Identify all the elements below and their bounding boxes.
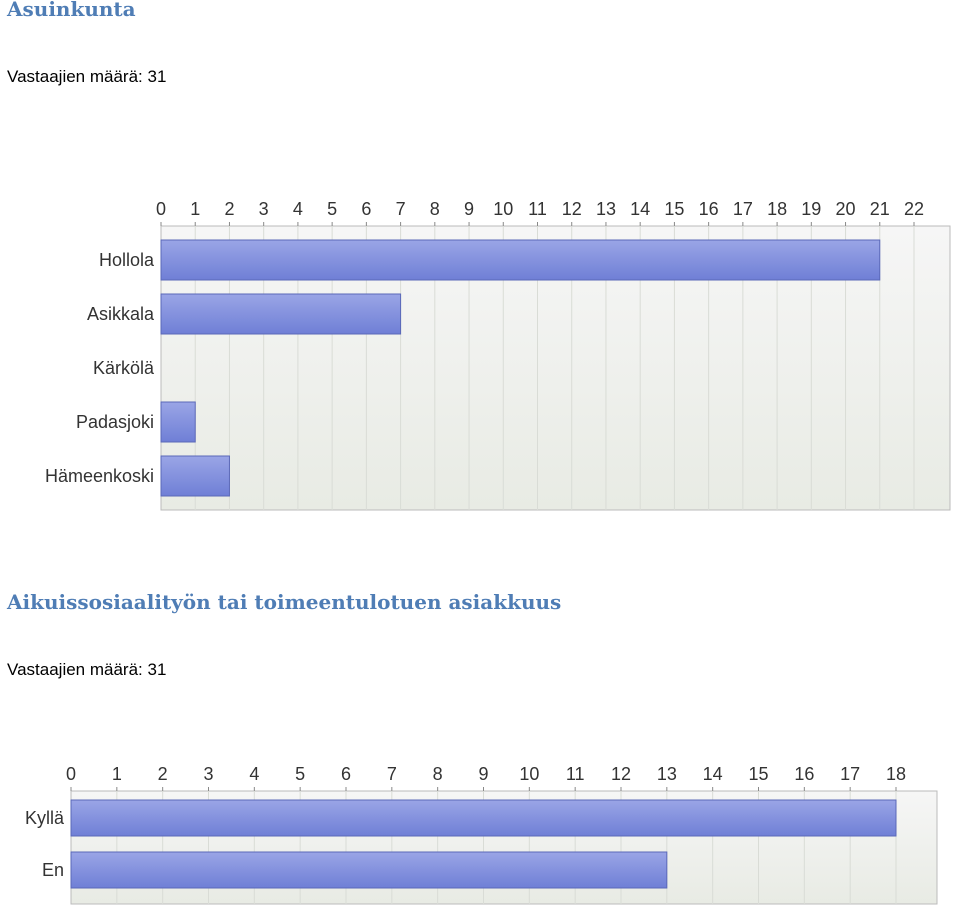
bar [160, 455, 230, 497]
tick-label: 6 [341, 764, 351, 784]
tick-label: 10 [519, 764, 539, 784]
tick-label: 13 [657, 764, 677, 784]
respondent-count-value: 31 [147, 67, 167, 86]
tick-label: 21 [870, 199, 890, 219]
tick-label: 12 [562, 199, 582, 219]
bar [160, 401, 196, 443]
tick-label: 7 [387, 764, 397, 784]
bar [160, 293, 402, 335]
tick-label: 19 [801, 199, 821, 219]
tick-label: 5 [295, 764, 305, 784]
tick-label: 16 [699, 199, 719, 219]
category-label: Asikkala [87, 304, 155, 324]
tick-label: 0 [66, 764, 76, 784]
tick-label: 0 [156, 199, 166, 219]
bar [70, 799, 897, 837]
tick-label: 14 [703, 764, 723, 784]
tick-label: 13 [596, 199, 616, 219]
tick-label: 3 [203, 764, 213, 784]
tick-label: 15 [748, 764, 768, 784]
bar [160, 239, 881, 281]
tick-label: 7 [396, 199, 406, 219]
tick-label: 8 [430, 199, 440, 219]
tick-label: 20 [836, 199, 856, 219]
category-label: Padasjoki [76, 412, 154, 432]
tick-label: 15 [664, 199, 684, 219]
tick-label: 2 [158, 764, 168, 784]
section-title-asiakkuus: Aikuissosiaalityön tai toimeentulotuen a… [7, 590, 562, 614]
respondent-count-label: Vastaajien määrä: [7, 660, 143, 679]
tick-label: 14 [630, 199, 650, 219]
tick-label: 2 [224, 199, 234, 219]
tick-label: 17 [733, 199, 753, 219]
category-label: Kyllä [25, 808, 65, 828]
tick-label: 11 [528, 199, 547, 219]
tick-label: 22 [904, 199, 924, 219]
chart-asuinkunta: 0 1 2 3 4 5 6 7 8 9 10 11 12 13 14 15 16 17 18 19 20 21 22Holl… [45, 199, 951, 511]
tick-label: 1 [112, 764, 122, 784]
section-title-asuinkunta: Asuinkunta [7, 0, 136, 21]
tick-label: 11 [566, 764, 585, 784]
tick-label: 9 [464, 199, 474, 219]
tick-label: 6 [361, 199, 371, 219]
tick-label: 4 [293, 199, 303, 219]
tick-label: 12 [611, 764, 631, 784]
tick-label: 9 [478, 764, 488, 784]
tick-label: 16 [794, 764, 814, 784]
tick-label: 1 [190, 199, 200, 219]
category-label: Hämeenkoski [45, 466, 154, 486]
tick-label: 18 [767, 199, 787, 219]
category-label: Kärkölä [93, 358, 155, 378]
respondent-count-label: Vastaajien määrä: [7, 67, 143, 86]
respondent-count: Vastaajien määrä: 31 [7, 660, 166, 680]
category-label: En [42, 860, 64, 880]
tick-label: 8 [433, 764, 443, 784]
respondent-count-value: 31 [147, 660, 167, 679]
tick-label: 18 [886, 764, 906, 784]
tick-label: 5 [327, 199, 337, 219]
bar [70, 851, 668, 889]
tick-label: 10 [493, 199, 513, 219]
tick-label: 4 [249, 764, 259, 784]
respondent-count: Vastaajien määrä: 31 [7, 67, 166, 87]
category-label: Hollola [99, 250, 155, 270]
tick-label: 17 [840, 764, 860, 784]
tick-label: 3 [259, 199, 269, 219]
